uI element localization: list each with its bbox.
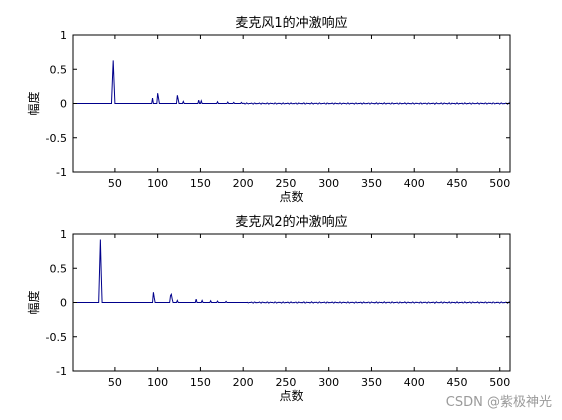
x-tick-label: 450 <box>446 376 467 389</box>
x-tick-label: 50 <box>108 376 122 389</box>
watermark-text: CSDN @紫极神光 <box>446 395 552 410</box>
x-tick-label: 500 <box>489 177 510 190</box>
x-tick-label: 250 <box>275 376 296 389</box>
x-tick-label: 350 <box>361 177 382 190</box>
x-axis-label: 点数 <box>279 189 303 204</box>
x-tick-label: 150 <box>190 376 211 389</box>
x-tick-label: 150 <box>190 177 211 190</box>
x-tick-label: 100 <box>147 177 168 190</box>
y-axis-label: 幅度 <box>26 290 41 314</box>
chart-title: 麦克风1的冲激响应 <box>235 15 347 31</box>
x-tick-label: 300 <box>318 177 339 190</box>
x-tick-label: 200 <box>233 177 254 190</box>
y-tick-label: 1 <box>60 228 67 241</box>
y-tick-label: -0.5 <box>46 132 67 145</box>
x-axis-label: 点数 <box>279 388 303 403</box>
x-tick-label: 400 <box>404 177 425 190</box>
y-tick-label: 1 <box>60 29 67 42</box>
y-tick-label: -1 <box>56 365 67 378</box>
subplots: 50 100 150 200 250 300 350 400 450 500-1-0.500.51… <box>26 15 511 403</box>
x-tick-label: 50 <box>108 177 122 190</box>
y-tick-label: -1 <box>56 166 67 179</box>
x-tick-label: 400 <box>404 376 425 389</box>
y-tick-label: 0.5 <box>50 63 68 76</box>
x-tick-label: 200 <box>233 376 254 389</box>
y-axis-label: 幅度 <box>26 91 41 115</box>
x-tick-label: 500 <box>489 376 510 389</box>
chart-title: 麦克风2的冲激响应 <box>235 214 347 230</box>
subplot-1: 50 100 150 200 250 300 350 400 450 500 -1 -0.5 0 0.5 1… <box>26 15 511 204</box>
x-tick-label: 450 <box>446 177 467 190</box>
x-tick-label: 300 <box>318 376 339 389</box>
y-tick-label: 0 <box>60 297 67 310</box>
y-tick-label: -0.5 <box>46 331 67 344</box>
y-tick-label: 0.5 <box>50 262 68 275</box>
impulse-response-line <box>73 60 511 105</box>
subplot-2: 50 100 150 200 250 300 350 400 450 500 -1 -0.5 0 0.5 1… <box>26 214 511 403</box>
y-tick-label: 0 <box>60 98 67 111</box>
impulse-response-line <box>73 239 511 304</box>
x-tick-label: 250 <box>275 177 296 190</box>
x-tick-label: 100 <box>147 376 168 389</box>
x-tick-label: 350 <box>361 376 382 389</box>
